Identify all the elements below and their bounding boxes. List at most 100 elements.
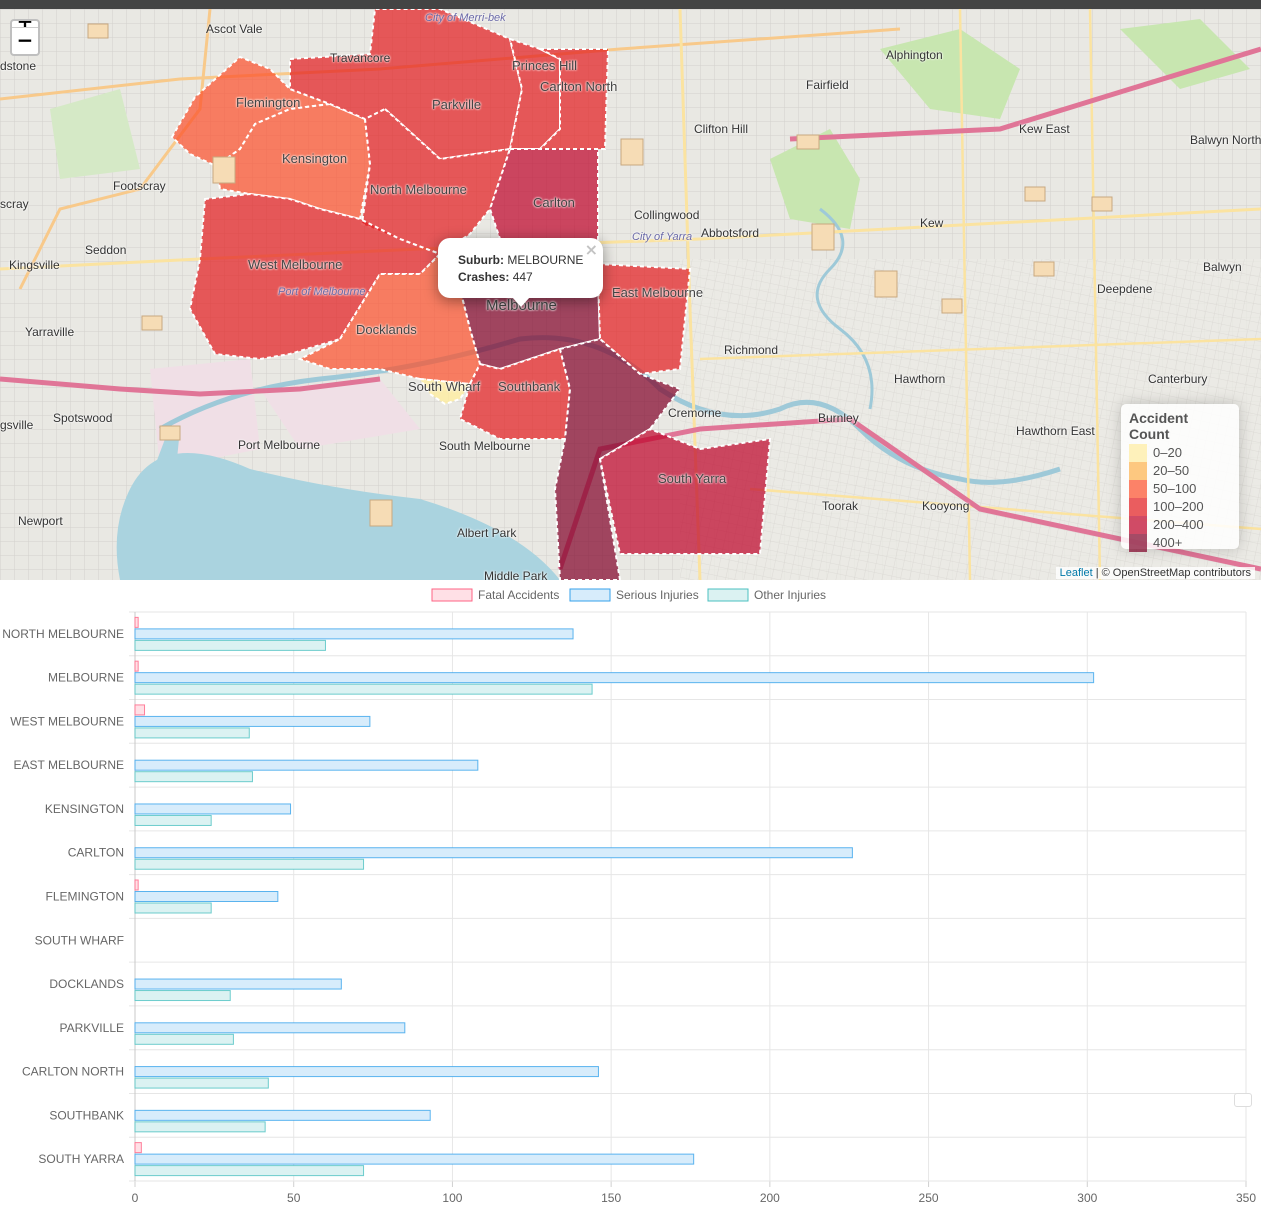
main-road xyxy=(1088,9,1102,580)
zoom-in-button[interactable]: + xyxy=(12,21,38,28)
leaflet-link[interactable]: Leaflet xyxy=(1059,567,1093,579)
route-shield xyxy=(212,156,236,184)
map-label-place: Kew East xyxy=(1019,122,1070,136)
map-label-place: Canterbury xyxy=(1148,372,1208,386)
yarra-river-mouth xyxy=(150,429,180,479)
legend-swatch xyxy=(1129,534,1147,552)
park-area xyxy=(1120,19,1250,89)
legend-label-serious-injuries: Serious Injuries xyxy=(616,588,699,602)
x-tick-label: 300 xyxy=(1077,1191,1097,1205)
popup-crashes-value: 447 xyxy=(512,270,533,284)
popup-crashes-row: Crashes: 447 xyxy=(458,269,603,286)
popup-suburb-value: MELBOURNE xyxy=(507,253,584,267)
map-label-place: Middle Park xyxy=(484,569,548,580)
x-tick-label: 100 xyxy=(442,1191,462,1205)
bar-serious-injuries xyxy=(134,978,342,990)
y-tick-label: KENSINGTON xyxy=(45,802,124,816)
bar-other-injuries xyxy=(134,902,212,914)
suburb-popup: × Suburb: MELBOURNE Crashes: 447 xyxy=(438,238,603,307)
legend-item: 200–400 xyxy=(1129,516,1231,534)
bar-other-injuries xyxy=(134,990,231,1002)
suburb-polygon-princes-hill[interactable] xyxy=(508,37,561,150)
popup-suburb-label: Suburb: xyxy=(458,253,504,267)
route-shield xyxy=(941,298,963,314)
map-label-place: Hawthorn xyxy=(894,372,946,386)
y-tick-label: CARLTON NORTH xyxy=(22,1065,124,1079)
y-tick-label: CARLTON xyxy=(68,846,124,860)
chart-canvas: Fatal Accidents Serious Injuries Other Inj… xyxy=(2,588,1256,1205)
popup-close-button[interactable]: × xyxy=(584,240,598,259)
resize-handle[interactable] xyxy=(1234,1093,1252,1107)
bar-fatal-accidents xyxy=(134,879,139,891)
bar-other-injuries xyxy=(134,683,593,695)
map-label-parkville: Parkville xyxy=(432,97,482,112)
map-label-place: Yarraville xyxy=(25,325,75,339)
main-road xyxy=(18,9,212,290)
bar-other-injuries xyxy=(134,1121,266,1133)
y-tick-label: DOCKLANDS xyxy=(49,977,124,991)
bar-other-injuries xyxy=(134,814,212,826)
injury-bar-chart: Fatal Accidents Serious Injuries Other Inj… xyxy=(0,580,1261,1211)
route-shield xyxy=(1091,196,1113,212)
zoom-out-button[interactable]: − xyxy=(16,28,34,52)
map-label-place: Fairfield xyxy=(806,78,849,92)
bar-other-injuries xyxy=(134,639,326,651)
map-label-carlton: Carlton xyxy=(533,195,575,210)
route-shield xyxy=(369,499,393,527)
map-label-council: City of Merri-bek xyxy=(425,12,506,24)
map-label-south-yarra: South Yarra xyxy=(658,471,727,486)
map-label-south-wharf: South Wharf xyxy=(408,379,481,394)
y-tick-label: SOUTHBANK xyxy=(49,1108,124,1122)
top-bar xyxy=(0,0,1261,9)
map-label-place: Newport xyxy=(18,514,63,528)
x-tick-label: 200 xyxy=(760,1191,780,1205)
legend-item: 50–100 xyxy=(1129,480,1231,498)
suburb-polygon-south-wharf[interactable] xyxy=(417,377,472,406)
legend-label-other-injuries: Other Injuries xyxy=(754,588,826,602)
bar-serious-injuries xyxy=(134,759,479,771)
legend-label: 100–200 xyxy=(1153,499,1204,514)
map-label-place: scray xyxy=(0,197,29,211)
main-road xyxy=(699,337,1261,361)
map-label-princes-hill: Princes Hill xyxy=(512,58,578,73)
map-label-place: Ascot Vale xyxy=(206,22,263,36)
bar-other-injuries xyxy=(134,1077,269,1089)
map-label-place: Footscray xyxy=(113,179,166,193)
legend-swatch xyxy=(1129,498,1147,516)
map-label-place: Travancore xyxy=(330,51,391,65)
bar-serious-injuries xyxy=(134,1022,406,1034)
bar-fatal-accidents xyxy=(134,1142,142,1154)
map-label-southbank: Southbank xyxy=(498,379,561,394)
bar-serious-injuries xyxy=(134,628,574,640)
map-label-place: Spotswood xyxy=(53,411,113,425)
suburb-polygon-south-yarra[interactable] xyxy=(598,427,772,555)
legend-item: 0–20 xyxy=(1129,444,1231,462)
map-label-place: Kingsville xyxy=(9,258,60,272)
legend-item: 100–200 xyxy=(1129,498,1231,516)
route-shield xyxy=(87,23,109,39)
map-label-place: dstone xyxy=(0,59,37,73)
y-tick-label: PARKVILLE xyxy=(60,1021,124,1035)
suburb-polygon-south-yarra-west[interactable] xyxy=(553,337,682,580)
crash-map[interactable]: Flemington Kensington Parkville Princes … xyxy=(0,9,1261,580)
bar-other-injuries xyxy=(134,1033,234,1045)
map-label-docklands: Docklands xyxy=(356,322,417,337)
eastern-freeway xyxy=(789,46,1261,142)
y-tick-label: SOUTH WHARF xyxy=(35,933,124,947)
bar-other-injuries xyxy=(134,1165,365,1177)
map-label-place: South Melbourne xyxy=(439,439,531,453)
legend-swatch-other-injuries xyxy=(707,588,749,602)
legend-swatch-fatal-accidents xyxy=(431,588,473,602)
legend-label: 200–400 xyxy=(1153,517,1204,532)
suburb-polygon-flemington[interactable] xyxy=(170,55,331,168)
bar-serious-injuries xyxy=(134,891,279,902)
map-label-north-melbourne: North Melbourne xyxy=(370,182,467,197)
map-label-carlton-north: Carlton North xyxy=(540,79,618,94)
map-label-place: Collingwood xyxy=(634,208,700,222)
legend-item: 20–50 xyxy=(1129,462,1231,480)
bar-other-injuries xyxy=(134,727,250,739)
map-label-place: Deepdene xyxy=(1097,282,1153,296)
west-gate-freeway xyxy=(0,376,381,397)
map-label-council: City of Yarra xyxy=(632,231,693,243)
port-phillip-bay xyxy=(116,453,561,580)
